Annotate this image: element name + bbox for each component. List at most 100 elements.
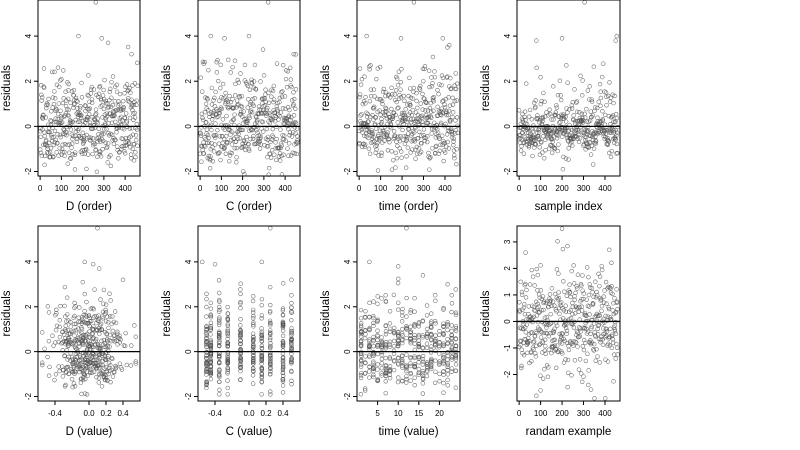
data-point — [46, 310, 52, 315]
data-point — [435, 104, 440, 110]
data-point — [97, 83, 103, 89]
data-point — [101, 106, 107, 112]
data-point — [285, 146, 290, 151]
data-point — [588, 133, 593, 139]
data-point — [107, 314, 113, 319]
data-point — [203, 119, 209, 125]
data-point — [563, 119, 569, 124]
data-point — [103, 350, 109, 355]
data-point — [64, 130, 69, 135]
data-point — [548, 132, 553, 137]
data-point — [414, 98, 419, 104]
data-point — [287, 132, 292, 138]
data-point — [410, 107, 415, 113]
data-point — [201, 151, 207, 156]
data-point — [613, 111, 619, 117]
data-point — [289, 98, 295, 103]
data-point — [529, 135, 534, 140]
data-point — [41, 85, 47, 91]
data-point — [573, 119, 578, 124]
data-point — [234, 155, 239, 160]
data-point — [77, 106, 83, 111]
data-point — [432, 74, 438, 80]
data-point — [359, 76, 365, 82]
data-point — [373, 144, 378, 149]
data-point — [429, 131, 434, 136]
data-point — [109, 95, 114, 100]
data-point — [551, 84, 556, 89]
data-point — [100, 146, 105, 152]
data-point — [554, 135, 560, 141]
data-point — [108, 163, 114, 169]
data-point — [274, 61, 280, 66]
data-point — [454, 162, 459, 167]
data-point — [91, 87, 97, 92]
data-point — [227, 127, 233, 133]
data-point — [435, 87, 440, 93]
data-point — [561, 114, 567, 119]
data-point — [547, 127, 553, 133]
data-point — [222, 145, 227, 151]
data-point — [553, 110, 559, 115]
data-point — [122, 151, 128, 156]
x-tick-label: 100 — [55, 184, 69, 193]
data-point — [54, 82, 60, 87]
data-point — [585, 88, 591, 93]
data-point — [107, 291, 112, 296]
data-point — [252, 62, 258, 68]
data-point — [421, 127, 427, 132]
data-point — [291, 113, 297, 118]
data-point — [414, 90, 419, 96]
data-point — [81, 134, 87, 139]
x-axis-label: randam example — [526, 426, 612, 438]
data-point — [100, 115, 105, 120]
data-point — [432, 69, 437, 74]
data-point — [241, 109, 246, 114]
data-point — [55, 111, 61, 117]
data-point — [225, 140, 230, 145]
data-point — [72, 150, 78, 155]
data-point — [110, 102, 116, 108]
data-point — [386, 136, 391, 141]
data-point — [61, 126, 66, 132]
data-point — [232, 93, 238, 98]
data-point — [225, 57, 231, 63]
y-tick-label: 4 — [24, 33, 33, 38]
data-point — [115, 107, 121, 113]
data-point — [368, 93, 374, 99]
data-point — [109, 79, 114, 85]
y-axis-label: residuals — [161, 290, 173, 336]
data-point — [55, 140, 60, 146]
data-point — [531, 137, 537, 143]
data-point — [65, 112, 71, 118]
data-point — [611, 100, 616, 106]
data-point — [68, 119, 74, 124]
data-point — [241, 144, 246, 149]
data-point — [363, 101, 368, 106]
data-point — [440, 110, 446, 115]
data-point — [97, 85, 102, 90]
data-point — [438, 120, 444, 126]
data-point — [386, 92, 392, 97]
data-point — [127, 86, 132, 91]
data-point — [43, 115, 48, 120]
data-point — [415, 136, 421, 141]
data-point — [60, 374, 66, 379]
data-point — [235, 77, 240, 83]
data-point — [56, 153, 61, 158]
data-point — [234, 98, 240, 103]
data-point — [215, 78, 221, 84]
data-point — [395, 143, 400, 149]
data-point — [274, 104, 280, 109]
panel-4: 0 100 200 300 400 -2 0 2 4 sample index residuals — [480, 0, 621, 213]
data-point — [427, 84, 432, 90]
data-point — [124, 82, 130, 87]
data-point — [70, 141, 75, 146]
data-point — [70, 136, 75, 142]
data-point — [527, 107, 533, 113]
data-point — [220, 140, 225, 146]
data-point — [272, 152, 277, 157]
data-point — [131, 102, 137, 108]
panel-1: 0 100 200 300 400 -2 0 2 4 D (order) residuals — [1, 0, 141, 213]
data-point — [398, 95, 404, 100]
